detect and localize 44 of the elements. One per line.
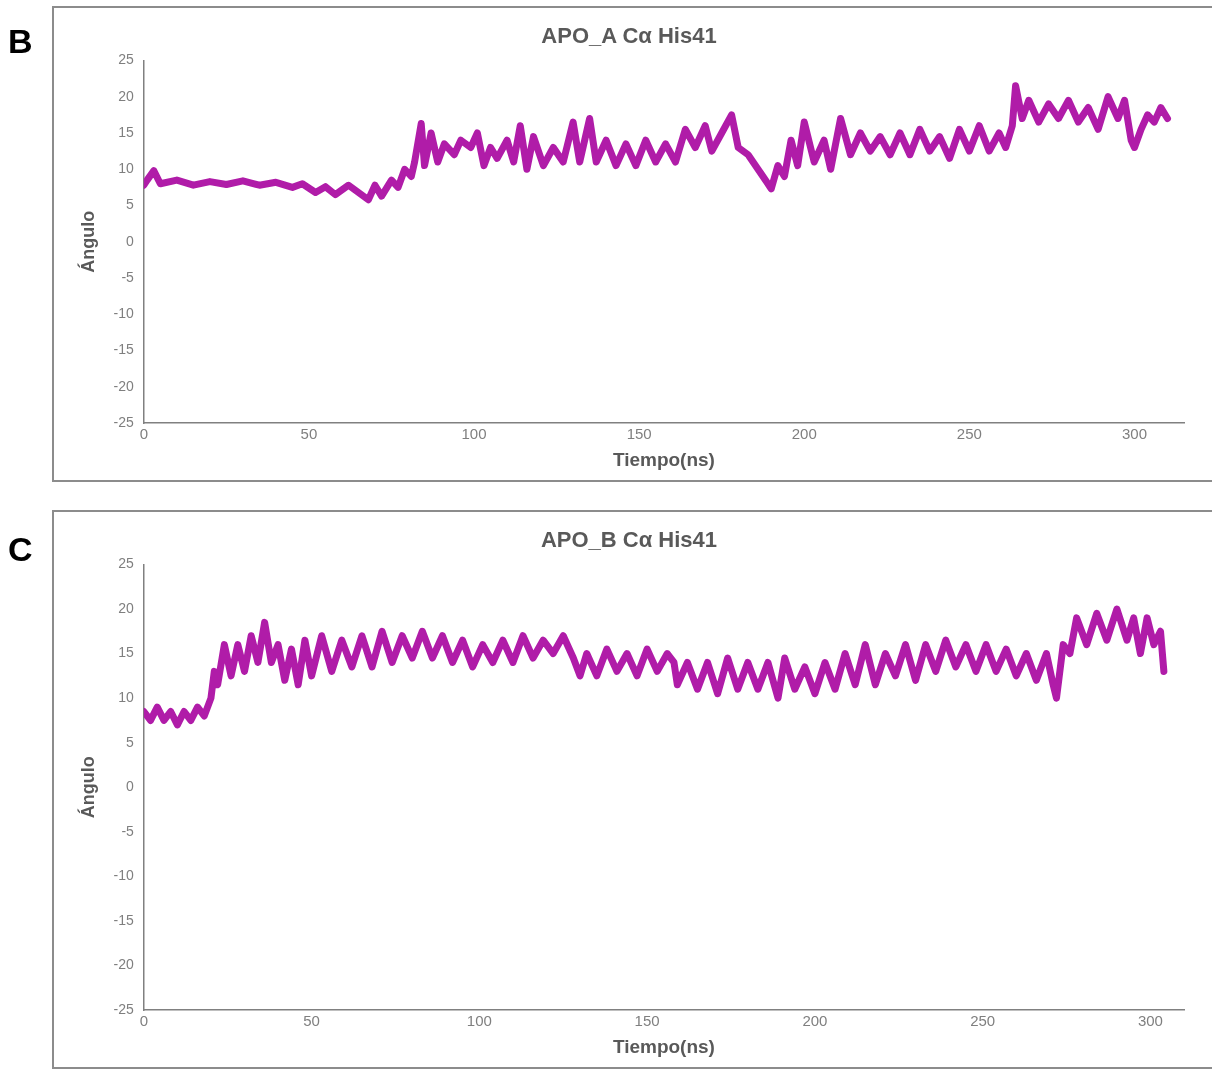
x-tick-label: 0	[139, 425, 149, 443]
y-tick-label: 0	[126, 778, 135, 795]
y-tick-label: -10	[113, 305, 135, 322]
y-tick-label: -10	[113, 867, 135, 884]
x-tick-label: 150	[634, 1012, 660, 1030]
y-tick-label: -5	[121, 268, 135, 285]
y-tick-label: 25	[118, 51, 135, 68]
x-tick-label: 200	[791, 425, 817, 443]
y-tick-label: -20	[113, 956, 135, 973]
y-tick-label: 20	[118, 87, 135, 104]
x-tick-label: 300	[1121, 425, 1147, 443]
y-tick-label: 10	[118, 160, 135, 177]
y-tick-label: 15	[118, 123, 135, 140]
x-axis-title: Tiempo(ns)	[612, 1035, 715, 1057]
y-tick-label: -25	[113, 414, 135, 431]
chart-title: APO_A Cα His41	[541, 23, 717, 49]
y-axis-title: Ángulo	[76, 756, 98, 819]
y-tick-label: 10	[118, 689, 135, 705]
x-tick-label: 300	[1137, 1012, 1163, 1030]
y-tick-label: 20	[118, 599, 135, 616]
x-tick-label: 50	[303, 1012, 320, 1030]
y-tick-label: 5	[126, 733, 135, 750]
y-tick-label: 25	[118, 555, 135, 572]
text: B	[8, 22, 33, 61]
y-tick-label: -15	[113, 341, 135, 358]
x-tick-label: 100	[466, 1012, 492, 1030]
y-tick-label: -20	[113, 377, 135, 394]
y-tick-label: -25	[113, 1001, 135, 1018]
x-tick-label: 200	[802, 1012, 828, 1030]
y-axis-title: Ángulo	[76, 210, 98, 273]
text: C	[8, 530, 33, 569]
x-tick-label: 100	[461, 425, 487, 443]
y-tick-label: 15	[118, 644, 135, 661]
x-tick-label: 250	[970, 1012, 996, 1030]
x-tick-label: 0	[139, 1012, 149, 1030]
y-tick-label: -15	[113, 911, 135, 928]
chart-title: APO_B Cα His41	[540, 527, 718, 553]
y-tick-label: 5	[126, 196, 135, 213]
x-tick-label: 50	[300, 425, 318, 443]
x-axis-title: Tiempo(ns)	[612, 448, 715, 470]
y-tick-label: 0	[126, 232, 135, 249]
y-tick-label: -5	[121, 822, 135, 839]
x-tick-label: 150	[626, 425, 652, 443]
x-tick-label: 250	[956, 425, 982, 443]
